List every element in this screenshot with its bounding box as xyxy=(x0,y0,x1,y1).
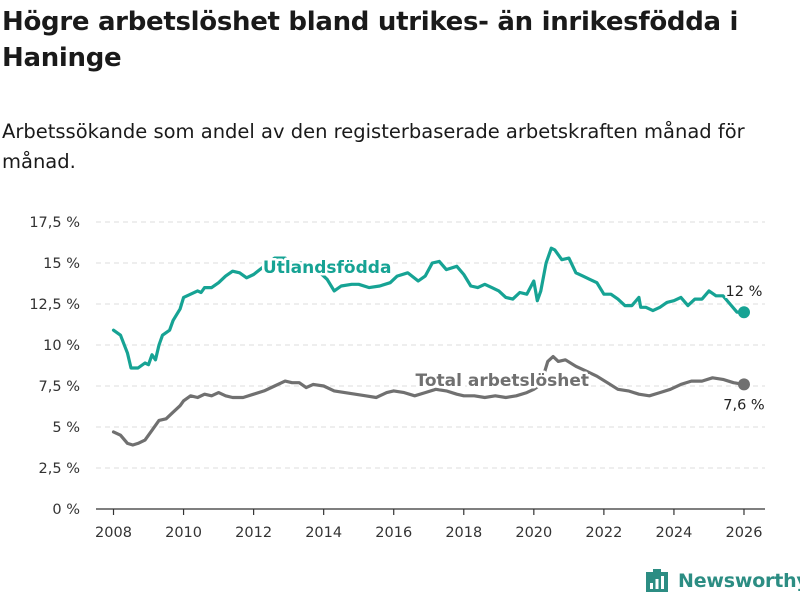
y-tick-label: 12,5 % xyxy=(29,297,80,313)
x-tick-label: 2014 xyxy=(305,525,342,541)
line-chart: 0 % 2,5 % 5 % 7,5 % 10 % 12,5 % 15 % 17,5 % 2008… xyxy=(29,215,767,541)
y-tick-label: 5 % xyxy=(52,420,80,436)
x-tick-label: 2026 xyxy=(726,525,763,541)
x-tick-label: 2012 xyxy=(235,525,272,541)
y-tick-label: 17,5 % xyxy=(29,215,80,231)
y-tick-label: 0 % xyxy=(52,502,80,518)
series-lines: 12 % 7,6 % xyxy=(111,246,767,447)
series-end-dot-total xyxy=(737,378,750,391)
newsworthy-brand: Newsworthy xyxy=(644,568,800,594)
series-line-total xyxy=(111,354,746,447)
y-tick-label: 10 % xyxy=(43,338,80,354)
x-tick-label: 2022 xyxy=(585,525,622,541)
axes: 0 % 2,5 % 5 % 7,5 % 10 % 12,5 % 15 % 17,5 % 2008… xyxy=(29,215,765,541)
annotations: Utlandsfödda Total arbetslöshet xyxy=(260,255,591,393)
chart-subtitle: Arbetssökande som andel av den registerb… xyxy=(2,120,745,173)
y-tick-label: 7,5 % xyxy=(39,379,80,395)
brand-name: Newsworthy xyxy=(678,570,800,592)
series-end-label-total: 7,6 % xyxy=(723,397,764,413)
x-tick-label: 2008 xyxy=(95,525,132,541)
x-tick-label: 2016 xyxy=(375,525,412,541)
series-end-label-foreign: 12 % xyxy=(726,284,763,300)
series-annotation-total: Total arbetslöshet xyxy=(416,371,590,391)
chart-title: Högre arbetslöshet bland utrikes- än inr… xyxy=(2,7,739,73)
x-tick-label: 2010 xyxy=(165,525,202,541)
series-line-foreign xyxy=(111,246,746,370)
x-tick-label: 2020 xyxy=(515,525,552,541)
y-tick-label: 2,5 % xyxy=(39,461,80,477)
series-annotation-foreign: Utlandsfödda xyxy=(263,258,392,278)
x-tick-label: 2024 xyxy=(655,525,692,541)
newsworthy-logo-icon xyxy=(646,569,668,592)
x-tick-label: 2018 xyxy=(445,525,482,541)
series-end-dot-foreign xyxy=(737,306,750,319)
y-tick-label: 15 % xyxy=(43,256,80,272)
